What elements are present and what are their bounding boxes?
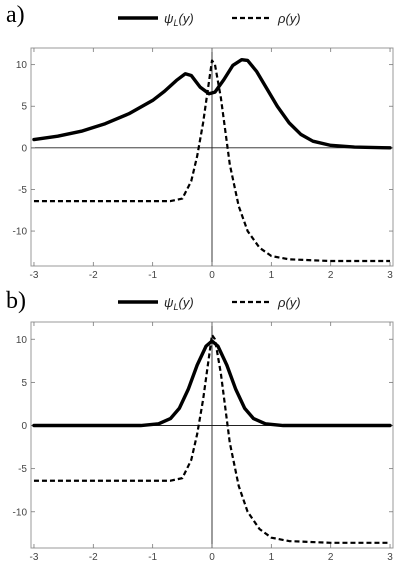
x-tick-label-a: -1 — [148, 270, 157, 281]
chart-panel-b: b) -3 -2 -1 0 1 2 3 -10 -5 0 5 10 ψL(y) ρ(y) — [0, 288, 403, 576]
y-tick-label-a: -5 — [18, 185, 27, 196]
x-tick-label-a: 3 — [387, 270, 393, 281]
y-tick-label-a: -10 — [13, 227, 28, 238]
y-tick-label-a: 10 — [16, 60, 28, 71]
y-tick-label-a: 5 — [21, 102, 27, 113]
legend-label-rho-a: ρ(y) — [277, 11, 301, 26]
series-psi-line-a — [32, 57, 392, 150]
x-tick-label-b: -2 — [89, 552, 98, 563]
legend-label-psi-b: ψL(y) — [164, 295, 194, 312]
panel-label-b: b) — [6, 288, 26, 314]
y-tick-label-b: -10 — [13, 507, 28, 518]
x-tick-label-a: 0 — [209, 270, 215, 281]
x-tick-label-b: 0 — [209, 552, 215, 563]
x-tick-label-a: 1 — [269, 270, 275, 281]
x-tick-label-b: -3 — [30, 552, 39, 563]
x-tick-label-b: -1 — [148, 552, 157, 563]
x-tick-label-a: -3 — [30, 270, 39, 281]
series-rho-line-b — [33, 333, 391, 544]
y-tick-label-a: 0 — [21, 143, 27, 154]
x-tick-label-a: 2 — [328, 270, 334, 281]
panel-label-a: a) — [6, 2, 25, 28]
x-tick-label-b: 1 — [269, 552, 275, 563]
chart-panel-a: a) -3 -2 -1 0 1 2 3 -10 -5 0 5 10 ψL(y) ρ(y) — [6, 2, 394, 281]
y-tick-label-b: -5 — [18, 464, 27, 475]
y-tick-label-b: 5 — [21, 378, 27, 389]
x-tick-label-a: -2 — [89, 270, 98, 281]
legend-label-psi-a: ψL(y) — [164, 11, 194, 28]
y-tick-label-b: 10 — [16, 335, 28, 346]
y-tick-label-b: 0 — [21, 421, 27, 432]
series-rho-line-a — [33, 59, 391, 263]
legend-label-rho-b: ρ(y) — [277, 295, 301, 310]
x-tick-label-b: 2 — [328, 552, 334, 563]
x-tick-label-b: 3 — [387, 552, 393, 563]
